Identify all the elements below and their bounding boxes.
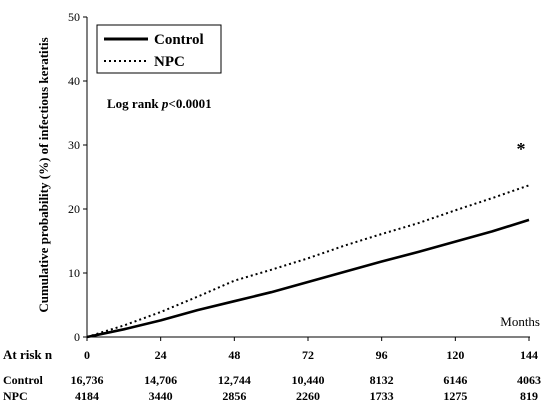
y-tick-label: 10 (68, 266, 80, 280)
at-risk-value: 12,744 (218, 373, 251, 387)
at-risk-value: 819 (520, 389, 538, 403)
at-risk-value: 4063 (517, 373, 541, 387)
x-tick-label: 120 (446, 348, 464, 362)
x-ticks: 0 24 48 72 96 120 144 (84, 337, 538, 362)
at-risk-value: 8132 (370, 373, 394, 387)
at-risk-value: 1275 (443, 389, 467, 403)
x-tick-label: 96 (376, 348, 388, 362)
x-tick-label: 72 (302, 348, 314, 362)
y-ticks: 0 10 20 30 40 50 (68, 10, 87, 344)
y-tick-label: 30 (68, 138, 80, 152)
at-risk-value: 10,440 (292, 373, 325, 387)
x-tick-label: 0 (84, 348, 90, 362)
x-tick-label: 48 (228, 348, 240, 362)
log-rank-value: <0.0001 (168, 96, 211, 111)
log-rank-annotation: Log rank p<0.0001 (107, 96, 212, 111)
x-axis-unit-label: Months (500, 314, 540, 329)
y-tick-label: 0 (74, 330, 80, 344)
x-tick-label: 144 (520, 348, 538, 362)
at-risk-header: At risk n (3, 347, 53, 362)
at-risk-value: 2856 (222, 389, 246, 403)
significance-asterisk: * (517, 139, 526, 159)
at-risk-value: 2260 (296, 389, 320, 403)
legend-label-control: Control (154, 32, 204, 48)
at-risk-value: 3440 (149, 389, 173, 403)
legend-box (96, 24, 222, 74)
x-tick-label: 24 (155, 348, 167, 362)
log-rank-prefix: Log rank (107, 96, 162, 111)
at-risk-value: 6146 (443, 373, 467, 387)
at-risk-value: 4184 (75, 389, 99, 403)
at-risk-value: 14,706 (144, 373, 177, 387)
at-risk-row-label: Control (3, 373, 43, 387)
at-risk-row-label: NPC (3, 389, 28, 403)
series-line-control (86, 218, 530, 339)
log-rank-p: p (161, 96, 169, 111)
y-tick-label: 40 (68, 74, 80, 88)
legend-label-npc: NPC (154, 54, 185, 70)
series-layer (86, 184, 530, 339)
y-tick-label: 50 (68, 10, 80, 24)
at-risk-value: 1733 (370, 389, 394, 403)
legend: Control NPC (96, 24, 222, 74)
series-line-npc (86, 184, 530, 338)
at-risk-table: Control 16,736 14,706 12,744 10,440 8132 6146 4… (3, 373, 541, 403)
at-risk-value: 16,736 (71, 373, 104, 387)
y-axis-title: Cumulative probability (%) of infectious… (36, 37, 51, 312)
y-tick-label: 20 (68, 202, 80, 216)
